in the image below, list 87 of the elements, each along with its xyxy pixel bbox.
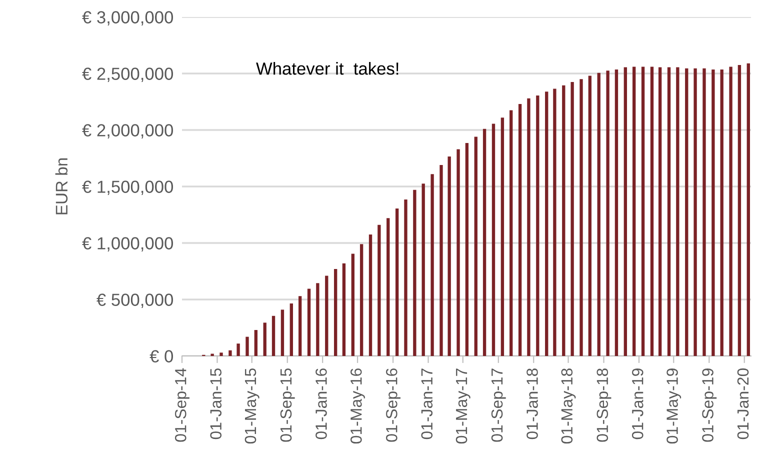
bar — [378, 224, 381, 356]
bar — [386, 218, 390, 356]
x-tick-label: 01-May-18 — [561, 368, 576, 444]
bar — [570, 82, 574, 356]
bar — [562, 85, 566, 356]
y-tick-label: € 1,500,000 — [82, 180, 173, 196]
bar — [413, 190, 416, 356]
x-tick-label: 01-Jan-19 — [632, 368, 644, 440]
bar — [746, 63, 750, 356]
y-axis-title: EUR bn — [55, 158, 68, 214]
bar — [492, 124, 496, 356]
x-tick-label: 01-May-19 — [666, 368, 682, 444]
bar — [606, 70, 610, 356]
x-tick-label: 01-Jan-15 — [210, 368, 222, 440]
y-tick-label: € 3,000,000 — [82, 11, 173, 26]
bar — [650, 66, 654, 356]
bar — [553, 88, 556, 356]
bar — [404, 199, 408, 356]
x-tick-label: 01-Jan-17 — [421, 368, 433, 440]
x-tick-label: 01-May-17 — [456, 368, 470, 444]
y-tick-label: € 2,000,000 — [82, 124, 173, 139]
x-tick-label: 01-Sep-15 — [280, 368, 295, 442]
x-tick-label: 01-Sep-14 — [174, 368, 190, 442]
bar — [676, 67, 680, 356]
bar — [290, 303, 293, 356]
bar — [272, 316, 276, 356]
bar — [729, 66, 732, 356]
y-tick-label: € 2,500,000 — [82, 68, 173, 82]
bar — [456, 149, 460, 356]
bar — [545, 92, 548, 356]
bar — [360, 244, 364, 356]
x-tick-label: 01-Sep-17 — [491, 368, 506, 442]
x-tick-label: 01-Jan-16 — [316, 368, 327, 440]
bar — [536, 96, 540, 356]
bar — [632, 66, 636, 356]
x-tick-label: 01-Jan-18 — [526, 368, 538, 440]
bar — [702, 68, 706, 356]
x-tick-label: 01-May-15 — [244, 368, 260, 444]
bar — [474, 136, 478, 356]
bar — [518, 104, 522, 356]
bar — [614, 70, 618, 356]
bar — [430, 174, 434, 356]
bar — [641, 66, 645, 356]
bar — [228, 350, 232, 356]
bar — [395, 208, 399, 356]
bar — [510, 110, 513, 356]
bar — [588, 76, 592, 356]
x-tick-label: 01-May-16 — [350, 368, 365, 444]
bar — [368, 234, 372, 356]
bar — [422, 184, 425, 356]
bar — [280, 310, 284, 356]
x-tick-label: 01-Sep-16 — [386, 368, 400, 442]
x-tick-label: 01-Jan-20 — [737, 368, 749, 440]
x-tick-label: 01-Sep-18 — [596, 368, 612, 442]
bar — [254, 330, 258, 356]
bar — [658, 67, 662, 356]
bar — [316, 283, 320, 356]
bar — [738, 65, 742, 356]
bar — [342, 263, 346, 356]
bar — [685, 68, 688, 356]
bar — [500, 118, 504, 356]
bar — [465, 142, 469, 356]
bar — [334, 268, 338, 356]
annotation: Whatever it takes! — [256, 62, 398, 75]
bar — [667, 67, 671, 356]
bar — [448, 156, 451, 356]
y-tick-label: € 500,000 — [96, 294, 173, 308]
bar — [307, 288, 311, 356]
bar — [527, 98, 530, 356]
y-tick-label: € 0 — [150, 350, 173, 362]
bar — [712, 70, 715, 356]
bar — [624, 67, 628, 356]
bar — [720, 70, 724, 356]
bar — [220, 352, 223, 356]
x-tick-label: 01-Sep-19 — [702, 368, 717, 442]
bar — [597, 72, 600, 356]
y-tick-label: € 1,000,000 — [82, 237, 173, 252]
bar — [236, 344, 240, 356]
bar — [351, 254, 354, 356]
bar — [263, 322, 266, 356]
bar — [580, 79, 583, 356]
bar — [482, 128, 486, 356]
bar — [298, 296, 302, 356]
bar — [246, 336, 249, 356]
bar — [325, 276, 328, 356]
bar — [694, 68, 697, 356]
bar — [440, 165, 443, 356]
